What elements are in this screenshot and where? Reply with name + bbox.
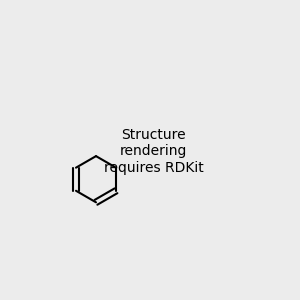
Text: Structure
rendering
requires RDKit: Structure rendering requires RDKit — [104, 128, 204, 175]
